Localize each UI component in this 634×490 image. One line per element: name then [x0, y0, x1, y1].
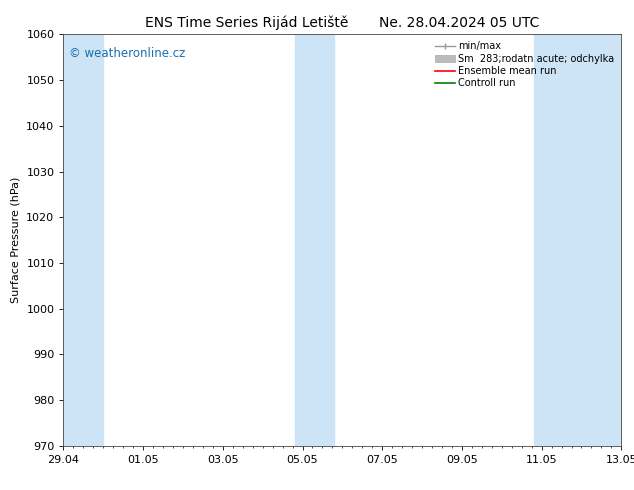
Title: ENS Time Series Rijád Letiště       Ne. 28.04.2024 05 UTC: ENS Time Series Rijád Letiště Ne. 28.04.… — [145, 16, 540, 30]
Bar — [55, 34, 103, 446]
Legend: min/max, Sm  283;rodatn acute; odchylka, Ensemble mean run, Controll run: min/max, Sm 283;rodatn acute; odchylka, … — [433, 39, 616, 90]
Text: © weatheronline.cz: © weatheronline.cz — [69, 47, 185, 60]
Bar — [295, 34, 334, 446]
Y-axis label: Surface Pressure (hPa): Surface Pressure (hPa) — [11, 177, 21, 303]
Bar — [534, 34, 630, 446]
